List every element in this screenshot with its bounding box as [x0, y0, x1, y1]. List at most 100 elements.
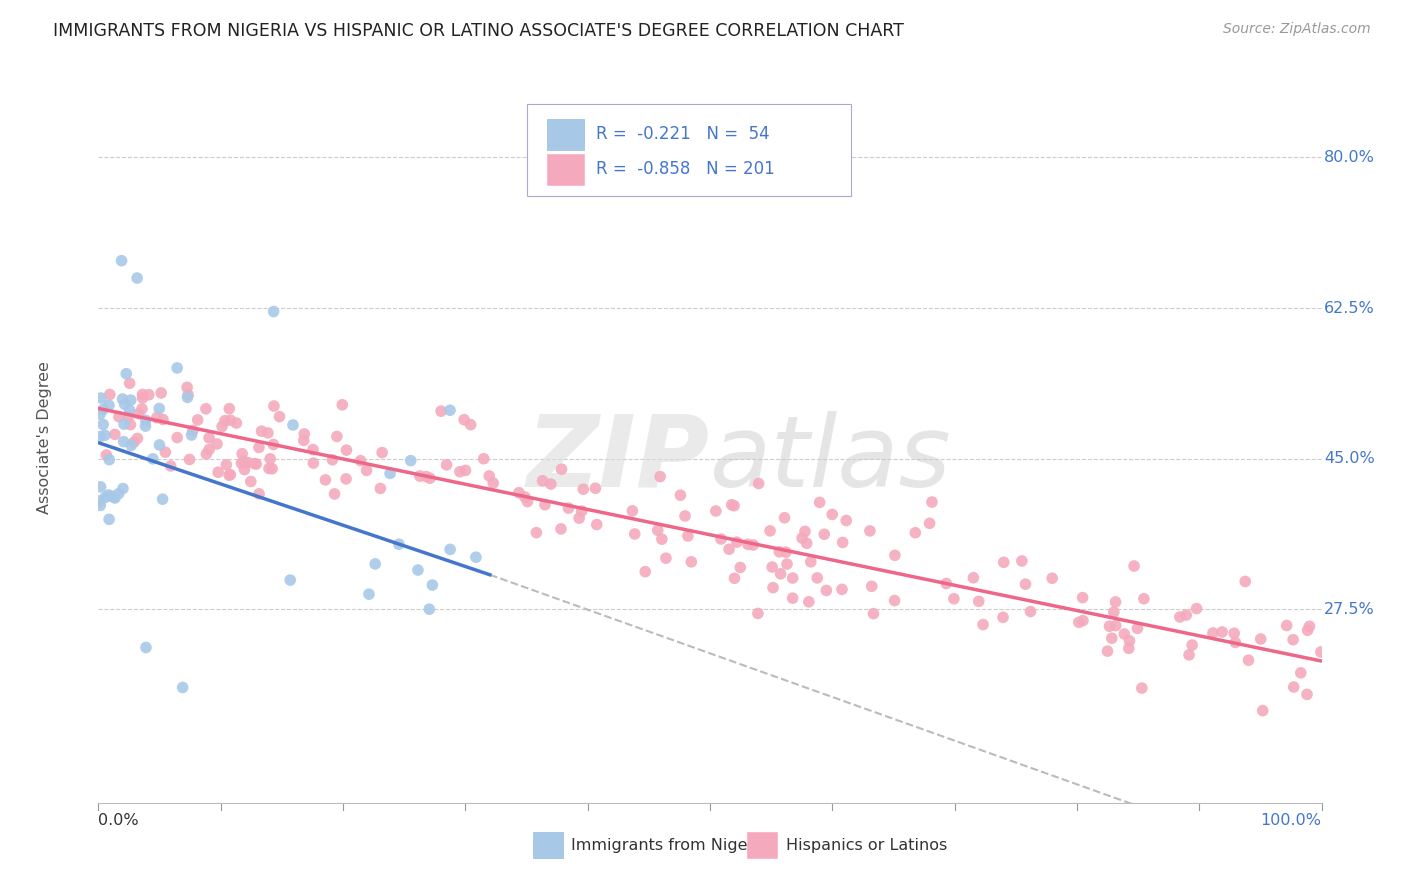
Point: [1014, 577, 1036, 591]
Point: [118, 376, 141, 391]
Point: [89, 407, 111, 421]
Point: [292, 426, 315, 441]
Point: [321, 453, 343, 467]
Point: [813, 527, 835, 541]
Point: [860, 579, 883, 593]
Point: [239, 475, 262, 489]
Point: [782, 591, 804, 606]
Point: [262, 437, 284, 451]
Point: [1019, 605, 1042, 619]
Point: [198, 442, 221, 457]
Point: [181, 424, 204, 438]
Point: [790, 531, 813, 545]
Point: [357, 587, 380, 601]
Point: [89, 494, 111, 508]
Point: [108, 409, 131, 424]
Point: [1104, 595, 1126, 609]
Point: [111, 392, 134, 406]
Point: [776, 557, 799, 571]
Point: [257, 461, 280, 475]
Point: [472, 451, 495, 466]
Point: [935, 576, 957, 591]
Point: [120, 417, 142, 432]
Point: [118, 403, 141, 417]
Point: [419, 471, 441, 485]
Text: 100.0%: 100.0%: [1261, 814, 1322, 828]
Point: [112, 417, 135, 431]
Point: [808, 495, 831, 509]
Text: 80.0%: 80.0%: [1324, 150, 1375, 165]
Point: [782, 571, 804, 585]
Point: [571, 504, 593, 518]
Point: [177, 388, 200, 402]
Point: [583, 481, 606, 495]
Point: [540, 477, 562, 491]
Point: [454, 463, 477, 477]
Point: [117, 409, 139, 424]
Point: [720, 498, 742, 512]
Point: [98, 398, 121, 412]
Point: [773, 510, 796, 524]
Point: [797, 595, 820, 609]
Point: [1296, 624, 1319, 638]
Point: [371, 445, 394, 459]
Point: [388, 537, 411, 551]
Point: [176, 380, 198, 394]
Point: [1133, 591, 1156, 606]
Point: [775, 545, 797, 559]
Point: [904, 525, 927, 540]
Point: [1040, 571, 1063, 585]
Point: [921, 495, 943, 509]
Point: [1237, 653, 1260, 667]
Point: [1211, 624, 1233, 639]
Point: [918, 516, 941, 531]
Point: [513, 490, 536, 504]
Point: [742, 538, 765, 552]
Point: [364, 557, 387, 571]
Point: [122, 435, 145, 450]
Point: [972, 617, 994, 632]
Point: [1309, 645, 1331, 659]
Point: [1282, 632, 1305, 647]
Point: [465, 550, 488, 565]
Point: [761, 560, 783, 574]
Point: [1298, 619, 1320, 633]
Point: [1118, 633, 1140, 648]
Point: [623, 527, 645, 541]
Text: Associate's Degree: Associate's Degree: [37, 360, 52, 514]
Point: [131, 401, 153, 416]
Point: [233, 462, 256, 476]
Point: [725, 535, 748, 549]
Point: [460, 417, 482, 432]
Point: [1098, 619, 1121, 633]
Point: [1250, 632, 1272, 646]
Point: [120, 438, 142, 452]
Point: [89, 499, 111, 513]
Point: [131, 391, 153, 405]
Point: [572, 482, 595, 496]
Point: [759, 524, 782, 538]
Point: [993, 555, 1015, 569]
Point: [94, 428, 117, 442]
Point: [195, 447, 218, 461]
Point: [676, 529, 699, 543]
Point: [704, 504, 727, 518]
Point: [516, 494, 538, 508]
Point: [1234, 574, 1257, 589]
Point: [148, 438, 170, 452]
Point: [219, 413, 242, 427]
Point: [634, 565, 657, 579]
Point: [98, 387, 121, 401]
Point: [90, 391, 112, 405]
Point: [166, 431, 188, 445]
Point: [748, 476, 770, 491]
Point: [524, 525, 547, 540]
Point: [621, 504, 644, 518]
Bar: [533, 832, 564, 858]
Point: [1225, 635, 1247, 649]
Point: [302, 456, 325, 470]
Point: [439, 542, 461, 557]
Point: [219, 467, 242, 482]
Point: [650, 469, 672, 483]
Text: Hispanics or Latinos: Hispanics or Latinos: [786, 838, 948, 853]
